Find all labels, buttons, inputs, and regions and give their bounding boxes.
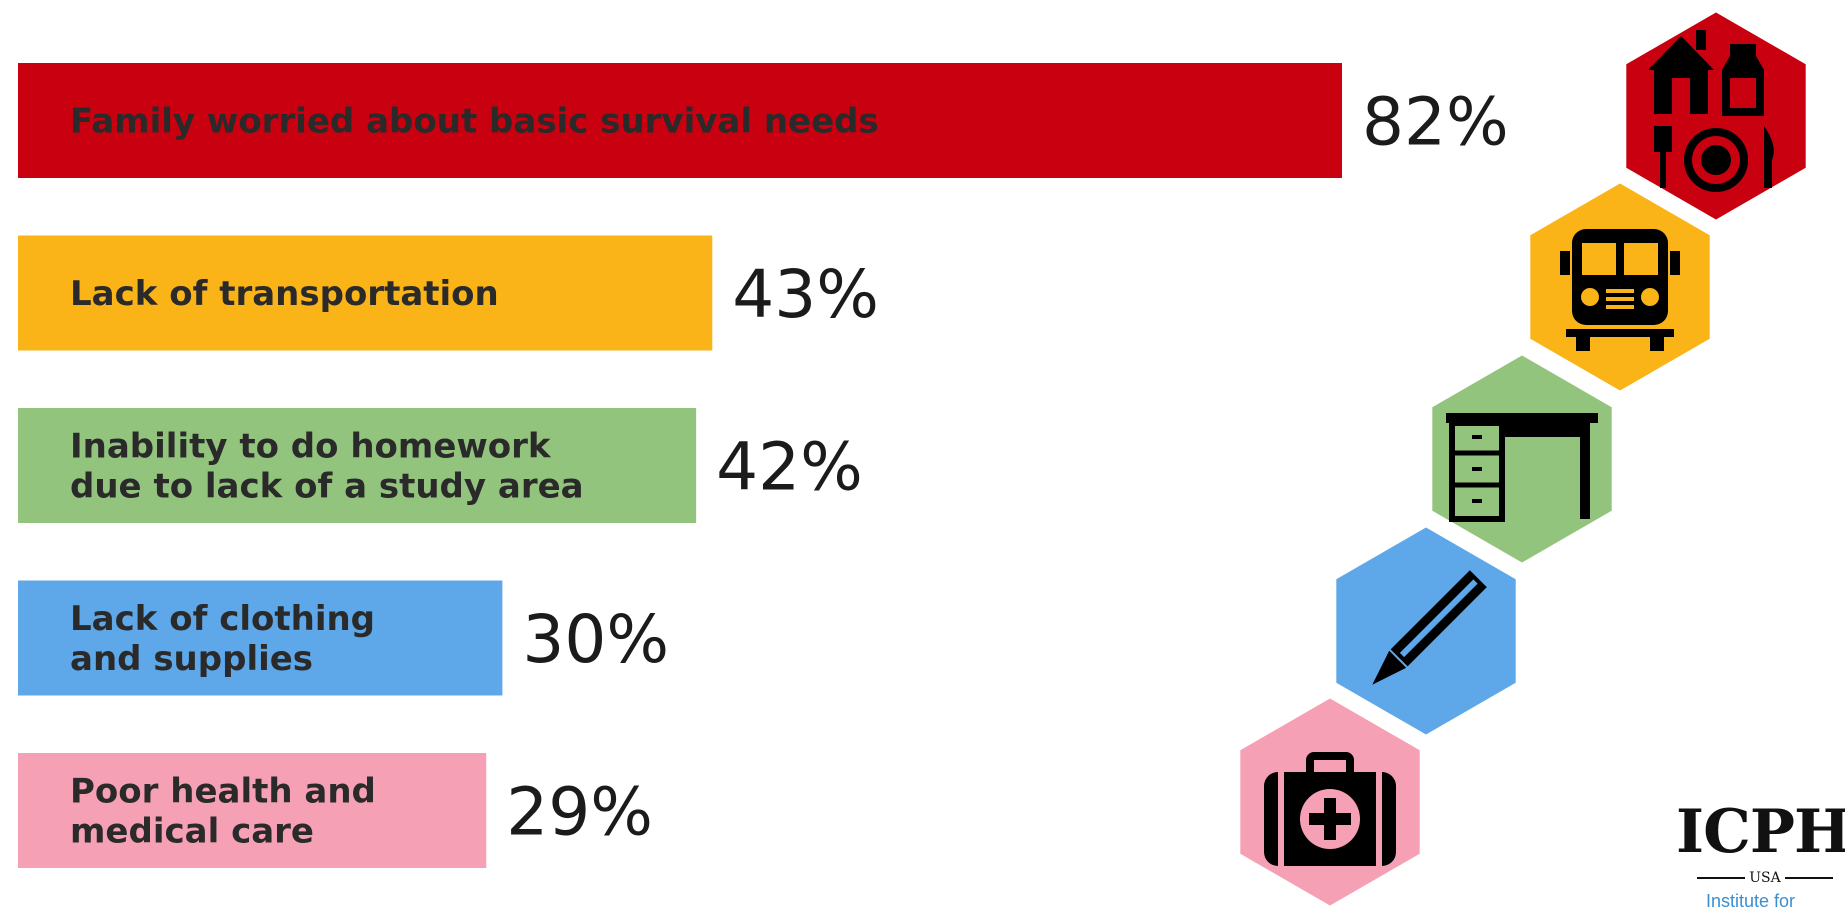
bar-label-4: Lack of clothing xyxy=(70,599,375,639)
value-label-4: 30% xyxy=(522,601,669,678)
bar-label-3: Inability to do homework xyxy=(70,427,552,467)
bar-1 xyxy=(18,63,1342,178)
icph-logo: ICPH xyxy=(1676,797,1845,867)
value-label-2: 43% xyxy=(732,256,879,333)
school-bus-icon xyxy=(1560,229,1680,351)
desk-icon xyxy=(1446,413,1598,522)
bar-label-1: Family worried about basic survival need… xyxy=(70,102,879,142)
bar-label-5: Poor health and xyxy=(70,772,376,812)
value-label-3: 42% xyxy=(716,429,863,506)
bar-2 xyxy=(18,235,713,351)
value-label-1: 82% xyxy=(1362,84,1509,161)
logo-tagline: Institute for xyxy=(1706,891,1796,911)
house-food-icon xyxy=(1648,30,1774,192)
bar-4 xyxy=(18,580,503,696)
bar-3 xyxy=(18,408,697,523)
hexagon-3 xyxy=(1426,348,1618,570)
bar-5 xyxy=(18,753,487,868)
logo-usa: USA xyxy=(1680,870,1845,886)
value-label-5: 29% xyxy=(506,774,653,851)
pencil-icon xyxy=(1372,570,1487,685)
bar-label-4: and supplies xyxy=(70,639,313,679)
medical-kit-icon xyxy=(1264,752,1396,866)
bar-label-5: medical care xyxy=(70,812,314,852)
bar-label-2: Lack of transportation xyxy=(70,274,499,314)
bar-label-3: due to lack of a study area xyxy=(70,467,584,507)
